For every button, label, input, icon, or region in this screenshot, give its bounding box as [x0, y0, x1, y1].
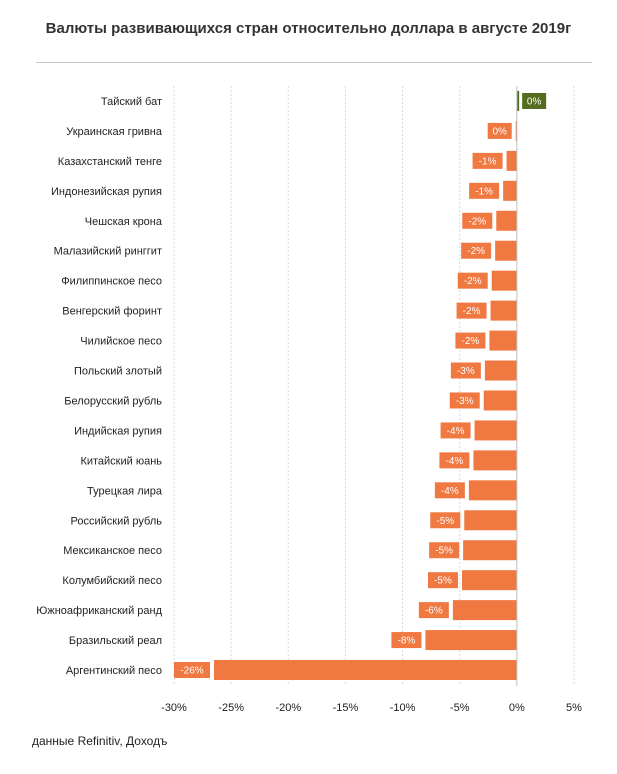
category-labels: Тайский бат Украинская гривна Казахстански… [36, 96, 163, 677]
bar [484, 360, 517, 381]
x-tick-label: -20% [275, 702, 301, 714]
bar [503, 180, 517, 201]
bar [474, 420, 517, 441]
bar [483, 390, 517, 411]
data-label: -2% [468, 216, 486, 227]
category-label: Бразильский реал [69, 635, 162, 647]
data-label: -2% [463, 306, 481, 317]
data-label: -1% [475, 186, 493, 197]
data-label-box [440, 422, 471, 439]
data-label-box [469, 182, 500, 199]
data-label: -2% [467, 246, 485, 257]
x-tick-label: -10% [390, 702, 416, 714]
data-label-box [430, 512, 461, 529]
data-label: -1% [479, 156, 497, 167]
x-tick-labels: -30% -25% -20% -15% -10% -5% 0% 5% [161, 702, 582, 714]
data-label-box [434, 482, 465, 499]
category-label: Польский злотый [74, 366, 162, 378]
bar [473, 450, 517, 471]
data-label: -4% [447, 426, 465, 437]
data-label-box [439, 452, 470, 469]
category-label: Венгерский форинт [62, 306, 162, 318]
chart-title: Валюты развивающихся стран относительно … [45, 20, 572, 37]
category-label: Российский рубль [71, 515, 163, 527]
data-label-box [174, 662, 210, 679]
x-tick-label: -30% [161, 702, 187, 714]
bar [496, 210, 517, 231]
category-label: Чилийское песо [80, 336, 162, 348]
category-label: Южноафриканский ранд [36, 605, 162, 617]
x-tick-label: 0% [509, 702, 525, 714]
bars [214, 90, 520, 681]
category-label: Индонезийская рупия [51, 186, 162, 198]
category-label: Аргентинский песо [66, 665, 162, 677]
data-label: -5% [435, 546, 453, 557]
bar [516, 90, 520, 111]
bar [462, 570, 517, 591]
data-label-box [456, 302, 487, 319]
data-label: 0% [527, 96, 542, 107]
x-tick-label: -15% [333, 702, 359, 714]
data-label: -26% [180, 666, 203, 677]
data-label: -3% [457, 366, 475, 377]
category-label: Малазийский ринггит [54, 246, 162, 258]
data-label-box [391, 632, 422, 649]
category-label: Индийская рупия [74, 425, 162, 437]
bar [490, 300, 517, 321]
data-label-box [450, 362, 481, 379]
data-label-box [487, 122, 512, 139]
data-label: -5% [436, 516, 454, 527]
data-label-box [455, 332, 486, 349]
data-label: -6% [425, 606, 443, 617]
category-label: Мексиканское песо [63, 545, 162, 557]
bar [515, 120, 517, 141]
x-tick-label: -5% [450, 702, 470, 714]
data-label-box [522, 92, 547, 109]
data-labels: 0% 0% -1% -1% -2% -2% -2% -2% -2% -3% -3% -4% -4% -4%… [174, 92, 547, 679]
x-tick-label: 5% [566, 702, 582, 714]
data-label: -4% [441, 486, 459, 497]
data-label-box [462, 212, 493, 229]
bar [463, 540, 517, 561]
bar [506, 150, 517, 171]
data-label: -2% [462, 336, 480, 347]
category-label: Украинская гривна [66, 126, 163, 138]
category-label: Белорусский рубль [64, 395, 162, 407]
data-label-box [418, 602, 449, 619]
category-label: Турецкая лира [87, 485, 163, 497]
gridlines [173, 86, 575, 686]
data-label-box [472, 152, 503, 169]
category-label: Чешская крона [85, 216, 163, 228]
category-label: Китайский юань [80, 455, 162, 467]
bar [214, 660, 517, 681]
x-tick-label: -25% [218, 702, 244, 714]
data-label: -8% [398, 636, 416, 647]
bar [491, 270, 517, 291]
category-label: Филиппинское песо [61, 276, 162, 288]
bar [425, 630, 517, 651]
bar [468, 480, 517, 501]
data-label: -5% [434, 576, 452, 587]
data-label-box [428, 572, 458, 589]
source-note: данные Refinitiv, Доходъ [32, 734, 168, 748]
category-label: Тайский бат [101, 96, 162, 108]
data-label: -3% [456, 396, 474, 407]
bar [464, 510, 517, 531]
data-label: -2% [464, 276, 482, 287]
data-label-box [429, 542, 460, 559]
bar [489, 330, 517, 351]
category-label: Казахстанский тенге [58, 156, 162, 168]
title-divider [36, 62, 592, 63]
data-label: 0% [492, 126, 507, 137]
data-label-box [457, 272, 488, 289]
bar [452, 600, 517, 621]
data-label: -4% [446, 456, 464, 467]
bar [495, 240, 517, 261]
category-label: Колумбийский песо [62, 575, 162, 587]
data-label-box [449, 392, 480, 409]
data-label-box [461, 242, 492, 259]
